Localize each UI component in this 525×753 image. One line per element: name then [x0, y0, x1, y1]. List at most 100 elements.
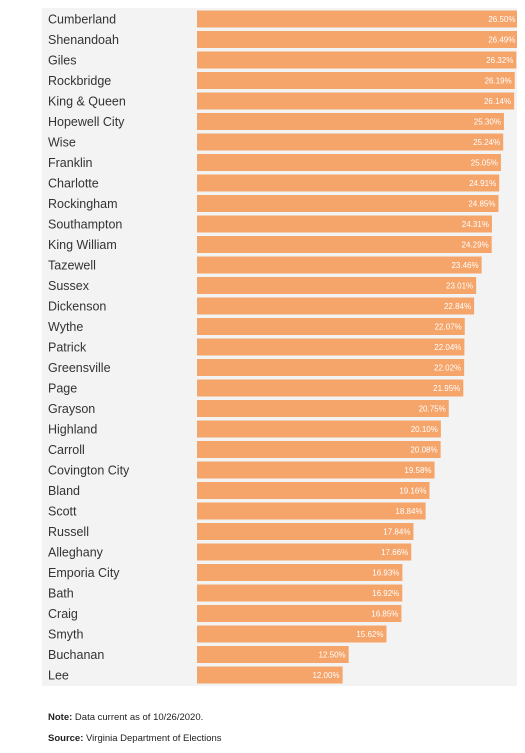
footnotes: Note: Data current as of 10/26/2020. Sou… [48, 709, 222, 751]
value-label: 26.19% [485, 77, 512, 86]
category-label: Smyth [48, 628, 83, 642]
bar[interactable] [197, 256, 482, 274]
bar[interactable] [197, 236, 492, 253]
bar[interactable] [197, 277, 477, 294]
category-label: Cumberland [48, 13, 116, 27]
category-label: King William [48, 238, 117, 252]
category-label: Giles [48, 54, 76, 68]
category-label: Charlotte [48, 177, 99, 191]
category-label: Grayson [48, 402, 95, 416]
note-label: Note: [48, 712, 73, 723]
category-label: Lee [48, 669, 69, 683]
bar[interactable] [197, 666, 343, 684]
category-label: Greensville [48, 361, 111, 375]
category-label: Tazewell [48, 259, 96, 273]
value-label: 22.04% [434, 343, 461, 352]
bar[interactable] [197, 31, 517, 48]
category-label: Alleghany [48, 546, 104, 560]
category-label: Wise [48, 136, 76, 150]
value-label: 24.85% [468, 200, 495, 209]
bar[interactable] [197, 72, 515, 89]
bar[interactable] [197, 113, 504, 130]
value-label: 12.00% [312, 671, 339, 680]
category-label: King & Queen [48, 95, 126, 109]
value-label: 15.62% [356, 630, 383, 639]
value-label: 24.31% [462, 220, 489, 229]
bar[interactable] [197, 318, 465, 335]
category-label: Craig [48, 607, 78, 621]
bar[interactable] [197, 51, 517, 69]
note-text: Data current as of 10/26/2020. [72, 712, 204, 723]
source-line: Source: Virginia Department of Elections [48, 730, 222, 751]
value-label: 17.84% [383, 528, 410, 537]
bar[interactable] [197, 543, 412, 561]
bar[interactable] [197, 133, 504, 151]
value-label: 26.49% [488, 36, 515, 45]
value-label: 26.32% [486, 56, 513, 65]
category-label: Rockbridge [48, 74, 111, 88]
bar[interactable] [197, 92, 515, 110]
bar[interactable] [197, 605, 402, 622]
bar[interactable] [197, 379, 464, 397]
category-label: Bland [48, 484, 80, 498]
category-label: Covington City [48, 464, 130, 478]
value-label: 26.50% [488, 15, 515, 24]
bar[interactable] [197, 154, 501, 171]
bar[interactable] [197, 584, 403, 602]
category-label: Southampton [48, 218, 122, 232]
category-label: Scott [48, 505, 77, 519]
bar[interactable] [197, 625, 387, 643]
source-label: Source: [48, 733, 84, 744]
bar-chart: Cumberland 26.50% Shenandoah 26.49% Giles 26.… [48, 10, 517, 684]
value-label: 16.85% [371, 610, 398, 619]
category-label: Emporia City [48, 566, 120, 580]
bar[interactable] [197, 420, 441, 438]
value-label: 24.29% [462, 241, 489, 250]
bar[interactable] [197, 215, 492, 233]
value-label: 22.07% [435, 323, 462, 332]
note-line: Note: Data current as of 10/26/2020. [48, 709, 222, 730]
category-label: Bath [48, 587, 74, 601]
value-label: 20.75% [419, 405, 446, 414]
value-label: 19.16% [399, 487, 426, 496]
value-label: 22.84% [444, 302, 471, 311]
value-label: 19.58% [404, 466, 431, 475]
category-label: Franklin [48, 156, 93, 170]
category-label: Rockingham [48, 197, 117, 211]
source-text: Virginia Department of Elections [83, 733, 222, 744]
value-label: 25.05% [471, 159, 498, 168]
bar[interactable] [197, 10, 517, 28]
bar[interactable] [197, 174, 500, 192]
bar[interactable] [197, 502, 426, 520]
value-label: 21.95% [433, 384, 460, 393]
category-label: Shenandoah [48, 33, 119, 47]
value-label: 26.14% [484, 97, 511, 106]
bar[interactable] [197, 482, 430, 499]
value-label: 23.46% [451, 261, 478, 270]
category-label: Carroll [48, 443, 85, 457]
chart-panel: Cumberland 26.50% Shenandoah 26.49% Giles 26.… [42, 8, 517, 686]
category-label: Patrick [48, 341, 87, 355]
category-label: Wythe [48, 320, 83, 334]
bar[interactable] [197, 646, 349, 663]
category-label: Russell [48, 525, 89, 539]
value-label: 20.08% [410, 446, 437, 455]
value-label: 17.66% [381, 548, 408, 557]
value-label: 20.10% [411, 425, 438, 434]
bar[interactable] [197, 441, 441, 458]
bar[interactable] [197, 297, 475, 315]
bar[interactable] [197, 359, 465, 376]
bar[interactable] [197, 338, 465, 356]
category-label: Sussex [48, 279, 90, 293]
bar[interactable] [197, 564, 403, 581]
bar[interactable] [197, 400, 449, 417]
bar[interactable] [197, 523, 414, 540]
value-label: 23.01% [446, 282, 473, 291]
value-label: 24.91% [469, 179, 496, 188]
value-label: 25.30% [474, 118, 501, 127]
bar[interactable] [197, 195, 499, 212]
bar[interactable] [197, 461, 435, 479]
value-label: 25.24% [473, 138, 500, 147]
value-label: 18.84% [395, 507, 422, 516]
category-label: Hopewell City [48, 115, 125, 129]
